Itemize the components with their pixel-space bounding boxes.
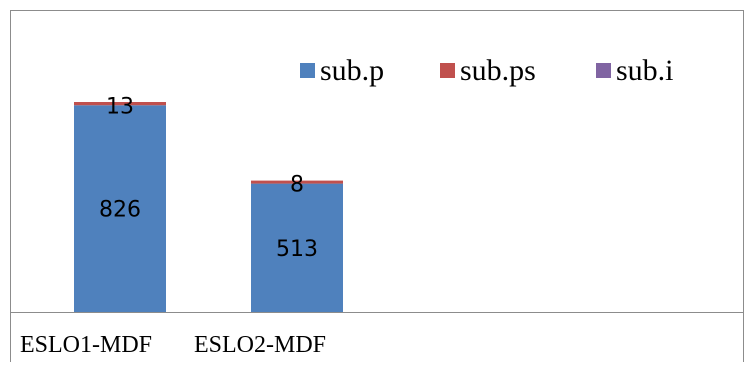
bar-sub-p-1: [74, 105, 166, 312]
bar-sub-ps-2: [251, 180, 343, 184]
data-label-sub-p-1: 826: [99, 198, 141, 223]
legend-swatch-sub-i: [596, 63, 611, 78]
legend-label-sub-i: sub.i: [616, 54, 674, 87]
category-label-1: ESLO1-MDF: [20, 332, 152, 358]
data-label-sub-ps-1: 13: [106, 94, 134, 119]
data-labels-group: 826 13 513 8: [99, 94, 318, 262]
bar-sub-p-2: [251, 183, 343, 312]
bars-group: [74, 102, 343, 312]
legend-swatch-sub-p: [300, 63, 315, 78]
legend-swatch-sub-ps: [440, 63, 455, 78]
category-label-2: ESLO2-MDF: [194, 332, 326, 358]
data-label-sub-p-2: 513: [276, 237, 318, 262]
data-label-sub-ps-2: 8: [290, 173, 304, 198]
category-labels-group: ESLO1-MDF ESLO2-MDF: [20, 332, 326, 358]
legend-label-sub-p: sub.p: [320, 54, 384, 87]
legend: sub.p sub.ps sub.i: [300, 54, 674, 87]
legend-label-sub-ps: sub.ps: [460, 54, 536, 87]
bar-sub-ps-1: [74, 102, 166, 106]
